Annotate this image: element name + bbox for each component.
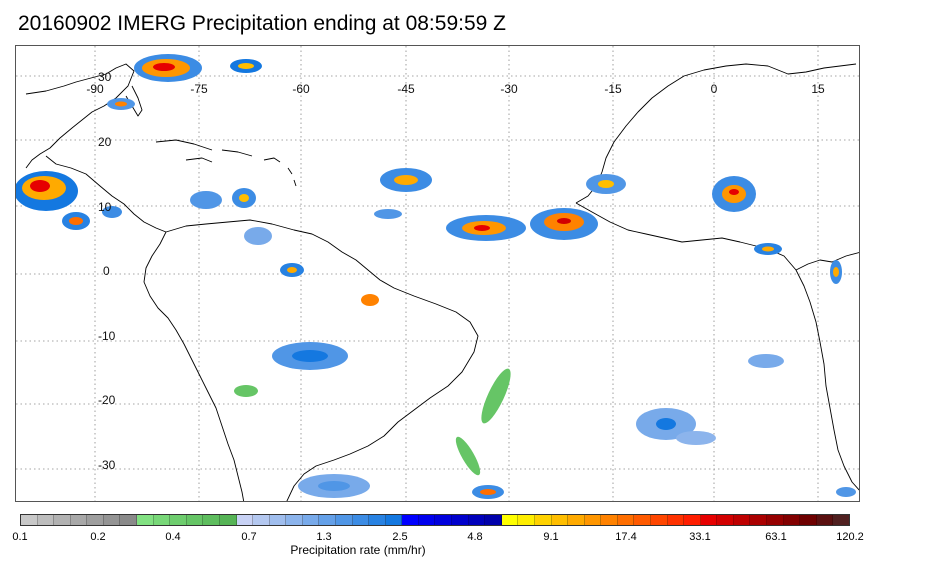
- color-swatch: [733, 515, 751, 525]
- color-swatch: [269, 515, 287, 525]
- color-swatch: [700, 515, 718, 525]
- color-swatch: [584, 515, 602, 525]
- scale-tick-label: 4.8: [467, 531, 483, 543]
- precipitation-field: [16, 54, 856, 499]
- color-swatch: [534, 515, 552, 525]
- color-swatch: [402, 515, 419, 525]
- color-scale-bar: [20, 514, 850, 526]
- color-swatch: [750, 515, 768, 525]
- color-swatch: [335, 515, 353, 525]
- color-swatch: [833, 515, 849, 525]
- color-swatch: [452, 515, 469, 525]
- lat-label: 0: [103, 264, 110, 278]
- lon-label: -90: [86, 82, 104, 96]
- color-swatch: [568, 515, 585, 525]
- color-swatch: [501, 515, 519, 525]
- scale-tick-label: 0.7: [241, 531, 257, 543]
- lon-label: 0: [711, 82, 718, 96]
- color-swatch: [667, 515, 685, 525]
- color-swatch: [617, 515, 635, 525]
- lon-label: -15: [604, 82, 622, 96]
- color-swatch: [650, 515, 668, 525]
- color-swatch: [286, 515, 303, 525]
- lon-label: -30: [500, 82, 518, 96]
- color-swatch: [601, 515, 618, 525]
- scale-tick-label: 0.4: [165, 531, 181, 543]
- lat-label: 30: [98, 70, 112, 84]
- lat-label: -30: [98, 458, 116, 472]
- scale-tick-label: 9.1: [543, 531, 559, 543]
- color-swatch: [54, 515, 71, 525]
- color-swatch: [203, 515, 220, 525]
- color-swatch: [518, 515, 535, 525]
- scale-tick-label: 2.5: [392, 531, 408, 543]
- color-swatch: [634, 515, 651, 525]
- lat-label: -20: [98, 393, 116, 407]
- color-scale-ticks: 0.1 0.2 0.4 0.7 1.3 2.5 4.8 9.1 17.4 33.…: [0, 531, 944, 545]
- color-swatch: [767, 515, 784, 525]
- longitude-labels: -90 -75 -60 -45 -30 -15 0 15: [86, 82, 825, 96]
- scale-tick-label: 63.1: [765, 531, 787, 543]
- color-swatch: [186, 515, 204, 525]
- color-swatch: [236, 515, 254, 525]
- scale-tick-label: 17.4: [615, 531, 637, 543]
- color-swatch: [468, 515, 486, 525]
- lat-label: 10: [98, 200, 112, 214]
- color-swatch: [385, 515, 403, 525]
- color-swatch: [551, 515, 569, 525]
- color-swatch: [352, 515, 370, 525]
- color-swatch: [21, 515, 38, 525]
- color-swatch: [153, 515, 171, 525]
- color-swatch: [800, 515, 817, 525]
- color-swatch: [717, 515, 734, 525]
- scale-tick-label: 1.3: [316, 531, 332, 543]
- graticule: [16, 46, 859, 501]
- lat-label: -10: [98, 329, 116, 343]
- color-swatch: [103, 515, 121, 525]
- lat-label: 20: [98, 135, 112, 149]
- color-scale-label: Precipitation rate (mm/hr): [290, 543, 426, 557]
- map-title: 20160902 IMERG Precipitation ending at 0…: [18, 12, 506, 35]
- color-swatch: [418, 515, 436, 525]
- precipitation-map: -90 -75 -60 -45 -30 -15 0 15 30 20 10 0 …: [15, 45, 860, 502]
- lon-label: -75: [190, 82, 208, 96]
- scale-tick-label: 33.1: [689, 531, 711, 543]
- lon-label: -60: [292, 82, 310, 96]
- lon-label: -45: [397, 82, 415, 96]
- color-swatch: [485, 515, 502, 525]
- lon-label: 15: [811, 82, 825, 96]
- color-swatch: [253, 515, 270, 525]
- latitude-labels: 30 20 10 0 -10 -20 -30: [98, 70, 116, 472]
- color-swatch: [302, 515, 320, 525]
- scale-tick-label: 0.1: [12, 531, 28, 543]
- color-swatch: [684, 515, 701, 525]
- color-swatch: [816, 515, 834, 525]
- color-swatch: [70, 515, 88, 525]
- color-swatch: [137, 515, 154, 525]
- color-swatch: [435, 515, 453, 525]
- color-swatch: [219, 515, 237, 525]
- color-swatch: [170, 515, 187, 525]
- color-swatch: [369, 515, 386, 525]
- color-swatch: [319, 515, 336, 525]
- color-swatch: [783, 515, 801, 525]
- color-swatch: [37, 515, 55, 525]
- color-swatch: [120, 515, 138, 525]
- color-swatch: [87, 515, 104, 525]
- coastlines: [25, 63, 859, 501]
- scale-tick-label: 0.2: [90, 531, 106, 543]
- scale-tick-label: 120.2: [836, 531, 864, 543]
